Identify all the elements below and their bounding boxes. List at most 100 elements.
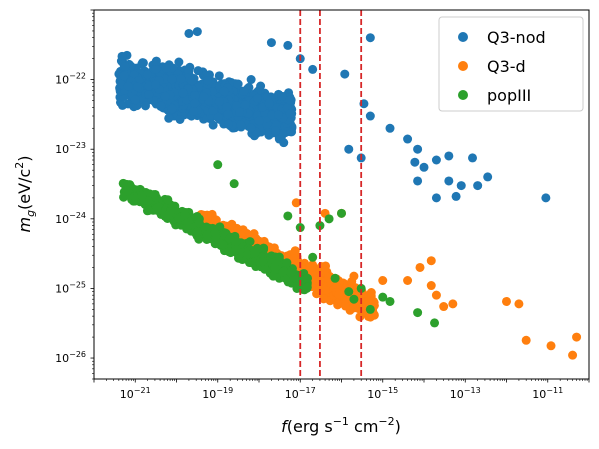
data-point: [431, 290, 441, 300]
data-point: [413, 176, 423, 186]
data-point: [152, 203, 162, 213]
data-point: [246, 75, 256, 85]
data-point: [211, 215, 221, 225]
data-point: [223, 109, 233, 119]
data-point: [174, 57, 184, 67]
data-point: [224, 247, 234, 257]
data-point: [231, 245, 241, 255]
data-point: [330, 273, 340, 283]
y-tick-label: 10−26: [55, 350, 86, 365]
data-point: [403, 276, 413, 286]
data-point: [233, 79, 243, 89]
data-point: [161, 63, 171, 73]
x-tick-label: 10−15: [367, 386, 398, 401]
data-point: [259, 236, 269, 246]
data-point: [444, 151, 454, 161]
data-point: [143, 206, 153, 216]
data-point: [344, 287, 354, 297]
data-point: [117, 51, 127, 61]
reference-lines: [299, 10, 363, 379]
legend-marker-popiii: [458, 90, 468, 100]
data-point: [572, 332, 582, 342]
data-point: [349, 294, 359, 304]
data-point: [451, 191, 461, 201]
data-point: [189, 106, 199, 116]
data-point: [541, 193, 551, 203]
data-point: [365, 33, 375, 43]
data-point: [214, 71, 224, 81]
data-point: [385, 123, 395, 133]
data-point: [426, 281, 436, 291]
data-point: [168, 63, 178, 73]
data-point: [356, 283, 366, 293]
data-point: [192, 227, 202, 237]
data-point: [160, 91, 170, 101]
data-point: [266, 38, 276, 48]
y-tick-label: 10−25: [55, 280, 86, 295]
x-tick-label: 10−17: [285, 386, 316, 401]
data-point: [167, 74, 177, 84]
data-point: [243, 249, 253, 259]
data-point: [426, 256, 436, 266]
data-point: [304, 263, 314, 273]
data-point: [164, 113, 174, 123]
data-point: [274, 252, 284, 262]
data-point: [278, 267, 288, 277]
data-point: [151, 56, 161, 66]
data-point: [413, 308, 423, 318]
data-points: [114, 27, 582, 360]
data-point: [473, 181, 483, 191]
data-point: [253, 93, 263, 103]
y-axis-ticks: 10−26 10−25 10−24 10−23 10−22: [55, 9, 94, 380]
data-point: [194, 218, 204, 228]
data-point: [315, 221, 325, 231]
data-point: [203, 76, 213, 86]
data-point: [271, 126, 281, 136]
x-tick-label: 10−21: [120, 386, 151, 401]
data-point: [413, 144, 423, 154]
data-point: [193, 66, 203, 76]
data-point: [308, 64, 318, 74]
data-point: [264, 98, 274, 108]
data-point: [546, 341, 556, 351]
data-point: [456, 181, 466, 191]
data-point: [178, 88, 188, 98]
data-point: [166, 206, 176, 216]
data-point: [236, 120, 246, 130]
y-tick-label: 10−22: [55, 72, 86, 87]
data-point: [324, 214, 334, 224]
legend-box: [438, 16, 584, 112]
data-point: [151, 64, 161, 74]
data-point: [151, 80, 161, 90]
data-point: [184, 28, 194, 38]
data-point: [468, 153, 478, 163]
data-point: [308, 252, 318, 262]
data-point: [340, 69, 350, 79]
data-point: [279, 138, 289, 148]
data-point: [264, 130, 274, 140]
legend-marker-q3-nod: [458, 32, 468, 42]
data-point: [156, 101, 166, 111]
data-point: [502, 296, 511, 306]
data-point: [568, 350, 578, 360]
data-point: [365, 304, 375, 314]
y-axis-label: mg(eV/c2): [13, 155, 37, 232]
data-point: [431, 193, 441, 203]
data-point: [291, 198, 301, 208]
data-point: [267, 110, 277, 120]
data-point: [303, 273, 313, 283]
x-axis-ticks: 10−21 10−19 10−17 10−15 10−13 10−11: [93, 379, 590, 401]
data-point: [229, 179, 239, 189]
legend-marker-q3-d: [458, 61, 468, 71]
data-point: [439, 302, 449, 312]
data-point: [286, 268, 296, 278]
data-point: [192, 27, 202, 37]
data-point: [219, 86, 229, 96]
data-point: [344, 144, 354, 154]
data-point: [289, 254, 299, 264]
data-point: [122, 186, 132, 196]
data-point: [285, 95, 295, 105]
data-point: [133, 82, 143, 92]
data-point: [142, 70, 152, 80]
